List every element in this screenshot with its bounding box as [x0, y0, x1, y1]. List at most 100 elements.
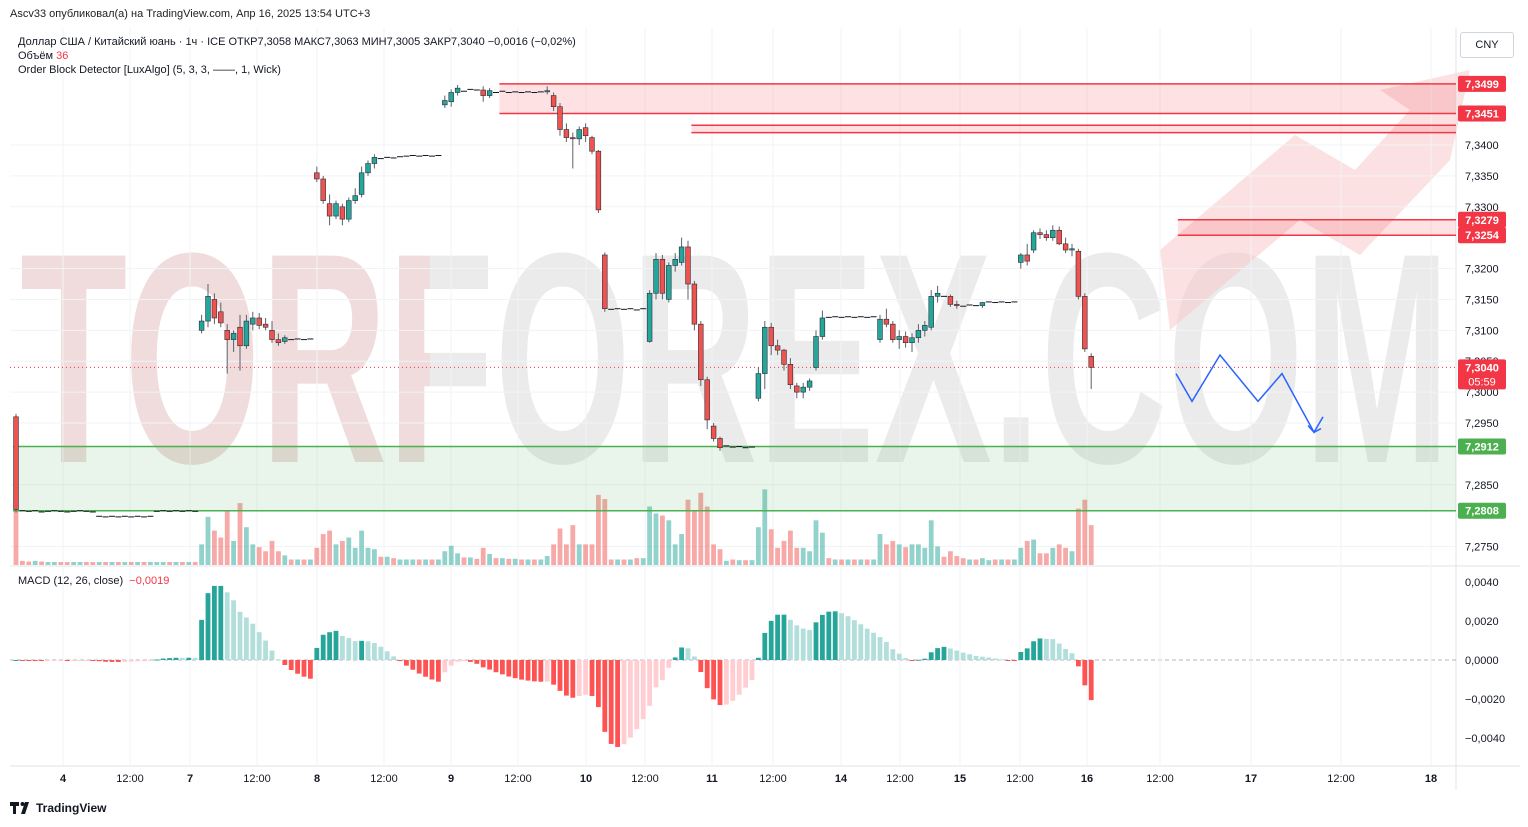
candle	[358, 166, 365, 198]
macd-bar	[1012, 660, 1017, 661]
volume-bar	[749, 560, 755, 565]
volume-bar	[634, 558, 640, 565]
volume-bar	[480, 547, 486, 565]
macd-bar	[301, 660, 307, 677]
candle	[1056, 226, 1062, 246]
volume-bar	[864, 559, 870, 565]
macd-bar	[1024, 648, 1030, 660]
macd-tick-label: −0,0040	[1465, 733, 1505, 745]
time-tick-label: 12:00	[1146, 773, 1174, 785]
candle-body	[1018, 254, 1024, 263]
price-tick-label: 7,3400	[1465, 140, 1499, 152]
volume-bar	[404, 559, 409, 565]
macd-bar	[551, 660, 556, 685]
candle	[915, 324, 922, 343]
volume-bar	[845, 559, 851, 565]
candle	[218, 302, 224, 328]
macd-bar	[308, 660, 313, 679]
macd-bar	[666, 660, 672, 668]
candle-body	[256, 317, 262, 326]
macd-legend[interactable]: MACD (12, 26, close) −0,0019	[18, 574, 169, 588]
price-label-text: 7,3279	[1465, 215, 1499, 227]
macd-bar	[416, 660, 422, 674]
candle	[339, 203, 346, 226]
candle-body	[1082, 296, 1088, 350]
candle-body	[442, 100, 448, 106]
candle-body	[672, 258, 678, 266]
macd-bar	[468, 660, 473, 662]
price-label-box	[1458, 502, 1506, 519]
macd-bar	[378, 646, 384, 660]
volume-bar	[698, 492, 704, 565]
macd-bar	[1056, 643, 1062, 660]
macd-bar	[564, 660, 569, 696]
candle-body	[269, 330, 275, 340]
publisher-line: Ascv33 опубликовал(а) на TradingView.com…	[10, 8, 371, 20]
candle-body	[922, 325, 928, 331]
macd-bar	[141, 660, 147, 662]
candle	[1050, 225, 1056, 241]
macd-bar	[756, 657, 761, 660]
volume-bar	[84, 562, 89, 565]
macd-bar	[154, 659, 160, 661]
macd-label: MACD (12, 26, close)	[18, 575, 124, 587]
candle	[947, 294, 954, 307]
volume-bar	[269, 540, 275, 565]
macd-bar	[743, 660, 748, 688]
volume-bar	[71, 562, 76, 565]
symbol-legend[interactable]: Доллар США / Китайский юань · 1ч · ICE О…	[18, 35, 576, 77]
candle	[896, 330, 902, 349]
candle-body	[710, 425, 717, 439]
candle	[243, 314, 250, 349]
order-block-zones	[10, 83, 1456, 512]
macd-bar	[506, 660, 512, 677]
candle	[1082, 293, 1088, 352]
macd-bar	[314, 647, 320, 660]
candle	[1024, 243, 1030, 266]
macd-tick-label: −0,0020	[1465, 694, 1505, 706]
candle-body	[205, 296, 211, 322]
macd-bar	[205, 593, 211, 660]
volume-bar	[781, 540, 787, 565]
candle-body	[320, 178, 326, 201]
volume-bar	[327, 530, 332, 565]
macd-bar	[596, 660, 601, 708]
macd-bar	[1050, 639, 1056, 660]
price-tick-label: 7,3350	[1465, 171, 1499, 183]
macd-bar	[250, 623, 256, 660]
candle	[1043, 230, 1050, 241]
price-label-text: 7,2808	[1465, 506, 1499, 518]
volume-bar	[192, 562, 198, 565]
macd-bar	[77, 660, 83, 661]
macd-bar	[948, 648, 953, 660]
tradingview-brand: TradingView	[10, 801, 106, 815]
macd-bar	[148, 660, 153, 661]
candle-body	[762, 326, 768, 374]
macd-bar	[13, 660, 19, 661]
volume-bar	[52, 562, 57, 565]
macd-bar	[640, 660, 646, 720]
candle-body	[454, 87, 461, 93]
macd-bar	[583, 660, 588, 695]
macd-bar	[128, 660, 134, 662]
volume-bar	[768, 529, 774, 565]
volume-bar	[954, 556, 960, 565]
volume-bar	[890, 540, 896, 565]
candle-body	[1075, 250, 1082, 297]
macd-bar	[1005, 660, 1011, 661]
volume-bar	[960, 558, 966, 565]
candle	[563, 123, 570, 142]
volume-bar	[544, 556, 550, 565]
candle-body	[755, 373, 762, 399]
macd-bar	[935, 648, 940, 660]
volume-bar	[20, 560, 25, 565]
volume-bar	[800, 547, 806, 565]
candle	[909, 333, 915, 352]
candle-body	[544, 90, 550, 93]
macd-bar	[186, 657, 192, 660]
candle	[768, 322, 774, 356]
currency-button[interactable]: CNY	[1460, 32, 1514, 58]
volume-bar	[999, 559, 1004, 565]
macd-bar	[436, 660, 441, 682]
